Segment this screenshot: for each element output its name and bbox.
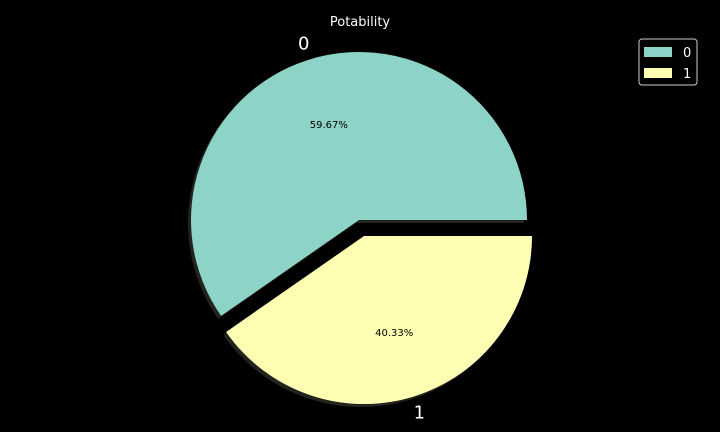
chart-title: Potability [330, 15, 391, 30]
slice-label-1: 1 [414, 402, 425, 423]
legend-swatch-1 [644, 68, 672, 78]
pie-slices [190, 51, 533, 405]
legend-label-0: 0 [683, 46, 691, 61]
legend: 01 [638, 38, 698, 86]
legend-swatch-0 [644, 47, 672, 57]
pie-slice-1 [226, 236, 533, 405]
pct-label-0: 59.67% [310, 120, 348, 131]
pie-slice-0 [190, 51, 527, 316]
slice-labels: 0 59.67% 1 40.33% [298, 34, 425, 424]
pct-label-1: 40.33% [375, 328, 413, 339]
slice-label-0: 0 [298, 34, 309, 55]
legend-label-1: 1 [683, 67, 691, 82]
